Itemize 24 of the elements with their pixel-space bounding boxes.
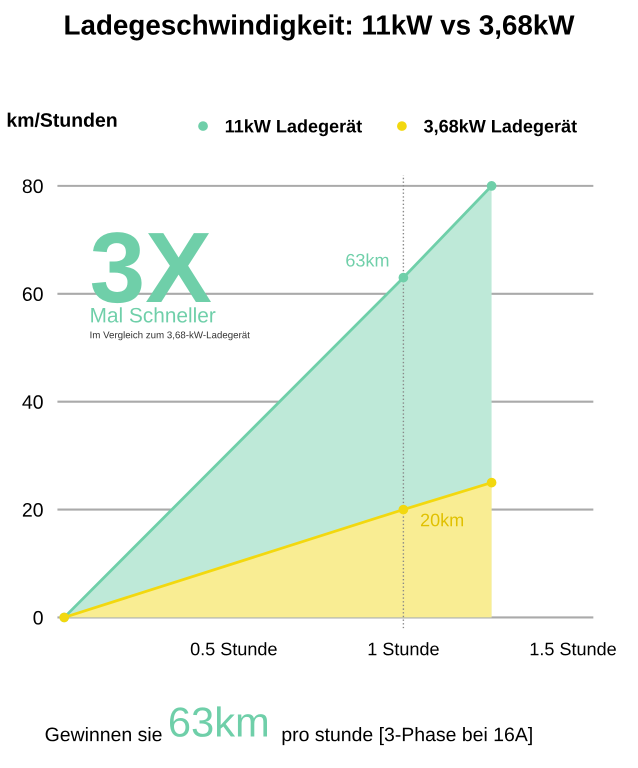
y-tick-label: 0 xyxy=(33,610,43,625)
y-tick-label: 40 xyxy=(22,395,43,409)
x-tick-label: 1.5 Stunde xyxy=(530,642,616,656)
y-tick-label: 80 xyxy=(22,179,43,194)
annotation: 3X xyxy=(92,232,212,304)
text: pro stunde [3-Phase bei 16A] xyxy=(282,727,532,746)
legend-label: 3,68kW Ladegerät xyxy=(424,119,577,136)
text: 63km xyxy=(170,706,268,737)
annotation: Im Vergleich zum 3,68-kW-Ladegerät xyxy=(90,331,250,340)
y-axis-title: km/Stunden xyxy=(8,112,116,128)
point xyxy=(486,478,496,488)
annotation: 20km xyxy=(420,513,464,526)
y-tick-label: 20 xyxy=(22,503,43,517)
x-tick-label: 1 Stunde xyxy=(368,642,439,656)
point xyxy=(398,272,408,282)
annotation: 63km xyxy=(346,253,388,267)
point xyxy=(486,181,496,191)
x-tick-label: 0.5 Stunde xyxy=(190,642,277,656)
legend-label: 11kW Ladegerät xyxy=(226,119,362,136)
point xyxy=(398,504,408,514)
annotation: Mal Schneller xyxy=(91,307,216,323)
y-tick-label: 60 xyxy=(22,287,43,302)
text: Gewinnen sie xyxy=(46,727,162,742)
chart-title: Ladegeschwindigkeit: 11kW vs 3,68kW xyxy=(65,14,574,40)
